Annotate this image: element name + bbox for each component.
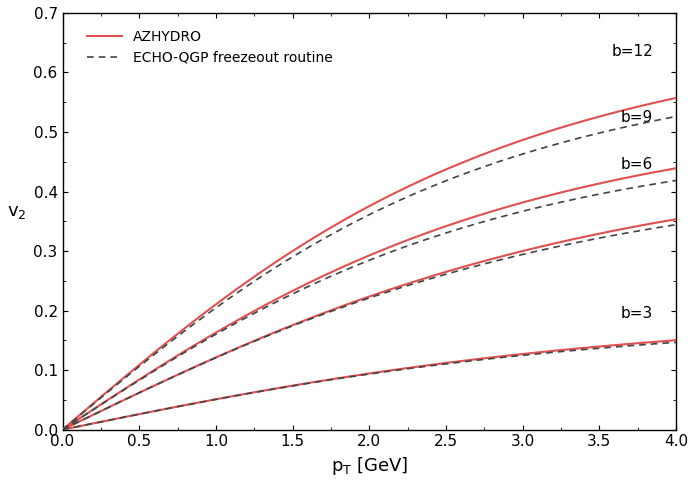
Y-axis label: $\mathregular{v_2}$: $\mathregular{v_2}$	[7, 203, 26, 221]
X-axis label: $\mathregular{p_T}$ [GeV]: $\mathregular{p_T}$ [GeV]	[331, 455, 408, 477]
Text: b=3: b=3	[621, 306, 653, 321]
Text: b=9: b=9	[621, 109, 653, 124]
Text: b=6: b=6	[621, 157, 653, 172]
Legend: AZHYDRO, ECHO-QGP freezeout routine: AZHYDRO, ECHO-QGP freezeout routine	[82, 24, 338, 70]
Text: b=12: b=12	[611, 44, 653, 59]
